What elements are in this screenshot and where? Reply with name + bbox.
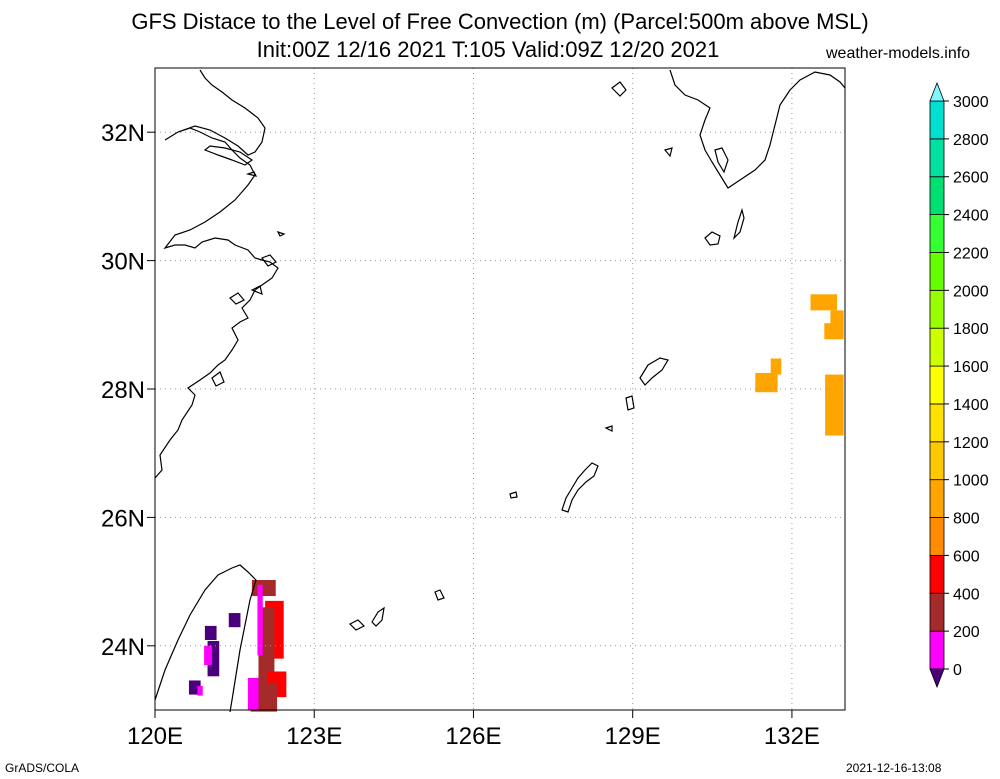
field-cell [257,584,263,656]
lon-tick-label: 123E [286,723,342,750]
lat-tick-label: 32N [101,120,145,147]
lat-tick-label: 30N [101,249,145,276]
colorbar-swatch [929,479,945,518]
colorbar-label: 3000 [953,94,989,111]
colorbar-swatch [929,441,945,481]
field-cell [188,680,201,695]
footer-credit: GrADS/COLA [5,761,80,775]
colorbar-label: 400 [953,586,980,603]
colorbar-label: 1400 [953,397,989,414]
colorbar-label: 600 [953,548,980,565]
colorbar-label: 2600 [953,170,989,187]
kume-island [509,491,518,499]
colorbar-label: 2200 [953,245,989,262]
field-cell [247,677,259,710]
iriomote-island [348,619,366,631]
footer-timestamp: 2021-12-16-13:08 [846,761,942,775]
lat-tick-label: 28N [101,377,145,404]
colorbar-low-triangle [929,668,945,689]
colorbar-label: 1800 [953,321,989,338]
coastlines [154,69,846,713]
colorbar-swatch [929,214,945,253]
colorbar-swatch [929,138,945,178]
china-islands [211,171,286,387]
colorbar: 0 200 400 600 800 1000 1200 1400 1600 1800 2000 220… [929,81,989,689]
field-cell [228,613,241,628]
colorbar-swatch [929,630,945,670]
lat-tick-label: 24N [101,634,145,661]
field-cell [207,640,220,677]
colorbar-swatch [929,517,945,556]
site-label[interactable]: weather-models.info [826,45,971,62]
lon-tick-label: 132E [764,723,820,750]
colorbar-swatch [929,289,945,329]
lon-tick-label: 120E [127,723,183,750]
lon-tick-label: 129E [605,723,661,750]
miyako-island [434,589,445,601]
colorbar-swatch [929,327,945,367]
ishigaki-island [371,606,385,627]
field-cell [204,645,213,666]
colorbar-label: 2800 [953,132,989,149]
plot-frame [154,67,846,711]
field-cell [810,294,838,311]
colorbar-high-triangle [929,81,945,102]
okinawa-island [561,462,599,513]
map-axes: 120E 123E 126E 129E 132E 24N 26N 28N 30N 32N [101,67,846,750]
field-cell [197,685,203,696]
kyushu-coast [669,69,846,189]
goto-islands [611,81,673,158]
colorbar-swatch [929,365,945,405]
china-coast [154,69,279,479]
map-title-line1: GFS Distace to the Level of Free Convect… [131,9,869,34]
colorbar-label: 1000 [953,473,989,490]
colorbar-label: 1200 [953,435,989,452]
colorbar-swatch [929,592,945,632]
map-title-line2: Init:00Z 12/16 2021 T:105 Valid:09Z 12/2… [256,37,720,62]
field-cell [824,323,836,340]
lon-tick-label: 126E [445,723,501,750]
colorbar-swatch [929,100,945,140]
colorbar-label: 200 [953,624,980,641]
kyushu-bay [714,147,729,174]
yangtze-estuary [203,145,254,166]
colorbar-label: 0 [953,662,962,679]
field-cell [755,372,778,393]
lat-tick-label: 26N [101,505,145,532]
taiwan-coast [154,564,257,713]
colorbar-swatch [929,555,945,594]
grid-lines [154,68,845,710]
colorbar-swatch [929,176,945,216]
tanegashima [732,207,745,240]
field-cell [770,358,782,375]
yakushima [704,231,721,246]
field-layer [188,294,844,712]
amami-island [639,357,669,386]
colorbar-label: 2000 [953,283,989,300]
colorbar-swatch [929,252,945,291]
colorbar-label: 800 [953,511,980,528]
field-cell [204,625,217,641]
colorbar-label: 2400 [953,208,989,225]
okinoerabu [604,425,613,432]
field-cell [825,374,844,436]
tokunoshima [625,395,635,411]
colorbar-swatch [929,403,945,443]
colorbar-label: 1600 [953,359,989,376]
